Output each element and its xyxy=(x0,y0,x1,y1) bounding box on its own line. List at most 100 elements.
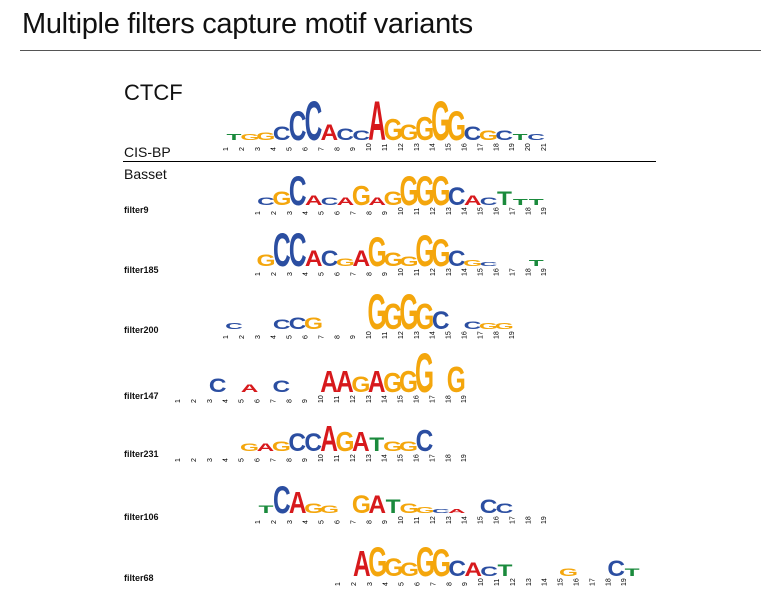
position-number: 10 xyxy=(366,143,373,151)
logo-letter: C xyxy=(464,122,482,144)
position-number: 3 xyxy=(207,458,214,462)
logo-letter: C xyxy=(448,184,466,211)
logo-letter: A xyxy=(368,91,386,153)
logo-letter: G xyxy=(256,252,275,270)
position-number: 5 xyxy=(399,582,406,586)
position-number: 11 xyxy=(494,579,501,586)
position-number: 19 xyxy=(541,516,548,524)
logo-letter: A xyxy=(320,418,338,459)
position-number: 14 xyxy=(382,395,389,403)
logo-letter: G xyxy=(447,359,466,400)
logo-letter: G xyxy=(415,343,434,405)
position-number: 15 xyxy=(398,395,405,403)
position-number: 16 xyxy=(462,331,469,339)
position-number: 7 xyxy=(430,582,437,586)
position-number: 9 xyxy=(350,335,357,339)
logo-letter: C xyxy=(352,128,370,143)
logo-letter: C xyxy=(209,374,227,396)
logo-letter: C xyxy=(321,246,339,271)
position-number: 19 xyxy=(461,454,468,462)
logo-letter: G xyxy=(304,501,323,516)
position-number: 1 xyxy=(255,272,262,276)
position-number: 5 xyxy=(287,335,294,339)
position-number: 17 xyxy=(477,331,484,339)
position-number: 12 xyxy=(350,395,357,403)
position-number: 4 xyxy=(303,520,310,524)
section-label: Basset xyxy=(124,166,167,182)
position-number: 18 xyxy=(445,395,452,403)
position-number: 1 xyxy=(175,399,182,403)
logo-letter: C xyxy=(527,132,545,142)
logo-letter: G xyxy=(399,120,418,145)
position-number: 11 xyxy=(414,517,421,524)
logo-letter: C xyxy=(273,317,291,332)
position-number: 16 xyxy=(414,454,421,462)
logo-letter: G xyxy=(383,439,402,454)
position-number: 1 xyxy=(335,582,342,586)
position-number: 14 xyxy=(462,268,469,276)
slide-title: Multiple filters capture motif variants xyxy=(22,8,473,40)
logo-letter: C xyxy=(273,122,291,144)
logo-letter: A xyxy=(337,196,355,208)
logo-letter: G xyxy=(415,505,434,515)
position-number: 10 xyxy=(366,331,373,339)
position-number: 7 xyxy=(270,458,277,462)
logo-letter: G xyxy=(320,504,339,516)
position-number: 15 xyxy=(446,143,453,151)
position-number: 7 xyxy=(270,399,277,403)
logo-letter: C xyxy=(273,378,291,396)
position-number: 8 xyxy=(366,272,373,276)
position-number: 3 xyxy=(287,520,294,524)
position-number: 3 xyxy=(367,582,374,586)
position-number: 4 xyxy=(383,582,390,586)
position-number: 10 xyxy=(398,207,405,215)
position-number: 5 xyxy=(239,399,246,403)
logo-letter: C xyxy=(607,556,625,581)
logo-letter: G xyxy=(336,257,355,269)
position-number: 6 xyxy=(255,399,262,403)
position-number: 9 xyxy=(462,582,469,586)
position-number: 14 xyxy=(430,143,437,151)
position-number: 1 xyxy=(223,335,230,339)
logo-letter: G xyxy=(399,364,418,398)
logo-letter: G xyxy=(304,315,323,333)
logo-letter: C xyxy=(273,478,291,521)
position-number: 19 xyxy=(509,143,516,151)
position-number: 8 xyxy=(286,458,293,462)
position-number: 16 xyxy=(494,268,501,276)
position-number: 3 xyxy=(255,147,262,151)
filter-label: filter68 xyxy=(124,573,154,583)
logo-letter: C xyxy=(304,430,322,457)
logo-letter: C xyxy=(432,308,450,335)
logo-letter: G xyxy=(368,229,387,275)
logo-letter: A xyxy=(305,193,323,208)
position-number: 18 xyxy=(525,516,532,524)
filter-label: filter200 xyxy=(124,325,159,335)
logo-letter: G xyxy=(559,567,578,579)
logo-letter: C xyxy=(273,223,291,276)
position-number: 1 xyxy=(175,458,182,462)
position-number: 18 xyxy=(605,578,612,586)
logo-letter: C xyxy=(289,103,307,149)
position-number: 13 xyxy=(446,516,453,524)
section-divider xyxy=(123,161,656,162)
position-number: 5 xyxy=(287,147,294,151)
logo-letter: A xyxy=(289,485,307,519)
filter-label: filter185 xyxy=(124,265,159,275)
logo-letter: A xyxy=(321,120,339,145)
position-number: 12 xyxy=(430,207,437,215)
logo-letter: C xyxy=(289,223,307,276)
position-number: 16 xyxy=(462,143,469,151)
logo-letter: T xyxy=(529,197,544,207)
position-number: 19 xyxy=(509,331,516,339)
logo-letter: C xyxy=(336,126,354,144)
logo-letter: G xyxy=(383,112,402,146)
position-number: 4 xyxy=(223,399,230,403)
logo-letter: G xyxy=(240,132,259,142)
position-number: 6 xyxy=(335,211,342,215)
logo-letter: G xyxy=(384,248,403,270)
logo-letter: A xyxy=(305,246,323,271)
logo-letter: G xyxy=(415,168,434,214)
position-number: 13 xyxy=(414,143,421,151)
logo-letter: G xyxy=(431,231,450,274)
